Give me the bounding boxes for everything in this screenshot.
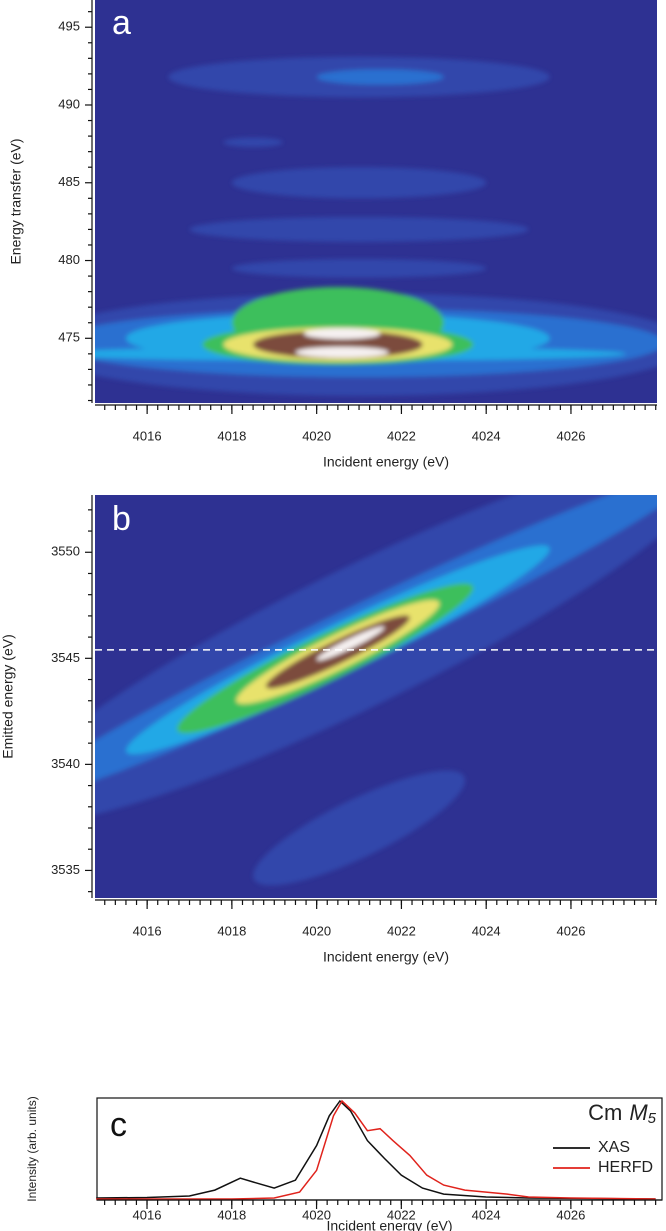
x-tick-label: 4020 xyxy=(302,428,331,443)
x-tick-label: 4024 xyxy=(472,1207,501,1222)
x-tick-label: 4016 xyxy=(133,923,162,938)
y-tick-label: 490 xyxy=(58,96,80,111)
x-axis-title: Incident energy (eV) xyxy=(323,454,449,470)
y-tick-label: 3550 xyxy=(51,544,80,559)
panel-label: a xyxy=(112,4,131,42)
contour-level xyxy=(231,259,487,278)
x-tick-label: 4016 xyxy=(133,428,162,443)
x-tick-label: 4022 xyxy=(387,1207,416,1222)
y-tick-label: 495 xyxy=(58,19,80,34)
contour-level xyxy=(253,770,465,886)
contour-level xyxy=(189,217,529,242)
legend-label: HERFD xyxy=(598,1159,653,1176)
y-axis-title: Energy transfer (eV) xyxy=(8,138,24,264)
title-part: M xyxy=(629,1100,648,1125)
y-axis-title: Intensity (arb. units) xyxy=(25,1096,39,1201)
x-tick-label: 4016 xyxy=(133,1207,162,1222)
contour-level xyxy=(316,69,444,85)
heatmap xyxy=(95,56,657,396)
contour-level xyxy=(223,137,283,147)
contours xyxy=(95,56,657,396)
title-part: Cm xyxy=(588,1100,622,1125)
title-part: 5 xyxy=(648,1110,657,1127)
x-tick-label: 4026 xyxy=(557,923,586,938)
y-tick-label: 3540 xyxy=(51,756,80,771)
legend-label: XAS xyxy=(598,1139,630,1156)
contour-level xyxy=(316,626,385,661)
y-tick-label: 475 xyxy=(58,330,80,345)
x-tick-label: 4024 xyxy=(472,428,501,443)
x-tick-label: 4018 xyxy=(217,1207,246,1222)
x-tick-label: 4026 xyxy=(556,1207,585,1222)
x-tick-label: 4018 xyxy=(217,428,246,443)
panel-label: b xyxy=(112,500,131,538)
x-axis-title: Incident energy (eV) xyxy=(326,1218,452,1231)
y-tick-label: 3535 xyxy=(51,862,80,877)
contour-level xyxy=(231,167,487,199)
y-tick-label: 3545 xyxy=(51,650,80,665)
heatmap xyxy=(95,495,657,886)
x-tick-label: 4020 xyxy=(302,1207,331,1222)
x-tick-label: 4024 xyxy=(472,923,501,938)
x-tick-label: 4018 xyxy=(217,923,246,938)
x-axis-title: Incident energy (eV) xyxy=(323,949,449,965)
x-tick-label: 4022 xyxy=(387,428,416,443)
plot-frame xyxy=(96,1097,663,1201)
data-line xyxy=(96,1099,656,1200)
y-tick-label: 480 xyxy=(58,252,80,267)
y-axis-title: Emitted energy (eV) xyxy=(0,634,16,759)
chart-title: Cm M5 xyxy=(588,1100,657,1127)
contour-level xyxy=(295,346,389,358)
y-tick-label: 485 xyxy=(58,174,80,189)
x-tick-label: 4022 xyxy=(387,923,416,938)
data-line xyxy=(96,1099,656,1200)
panel-label: c xyxy=(110,1106,127,1144)
x-tick-label: 4026 xyxy=(557,428,586,443)
x-tick-label: 4020 xyxy=(302,923,331,938)
contour-level xyxy=(303,328,381,340)
